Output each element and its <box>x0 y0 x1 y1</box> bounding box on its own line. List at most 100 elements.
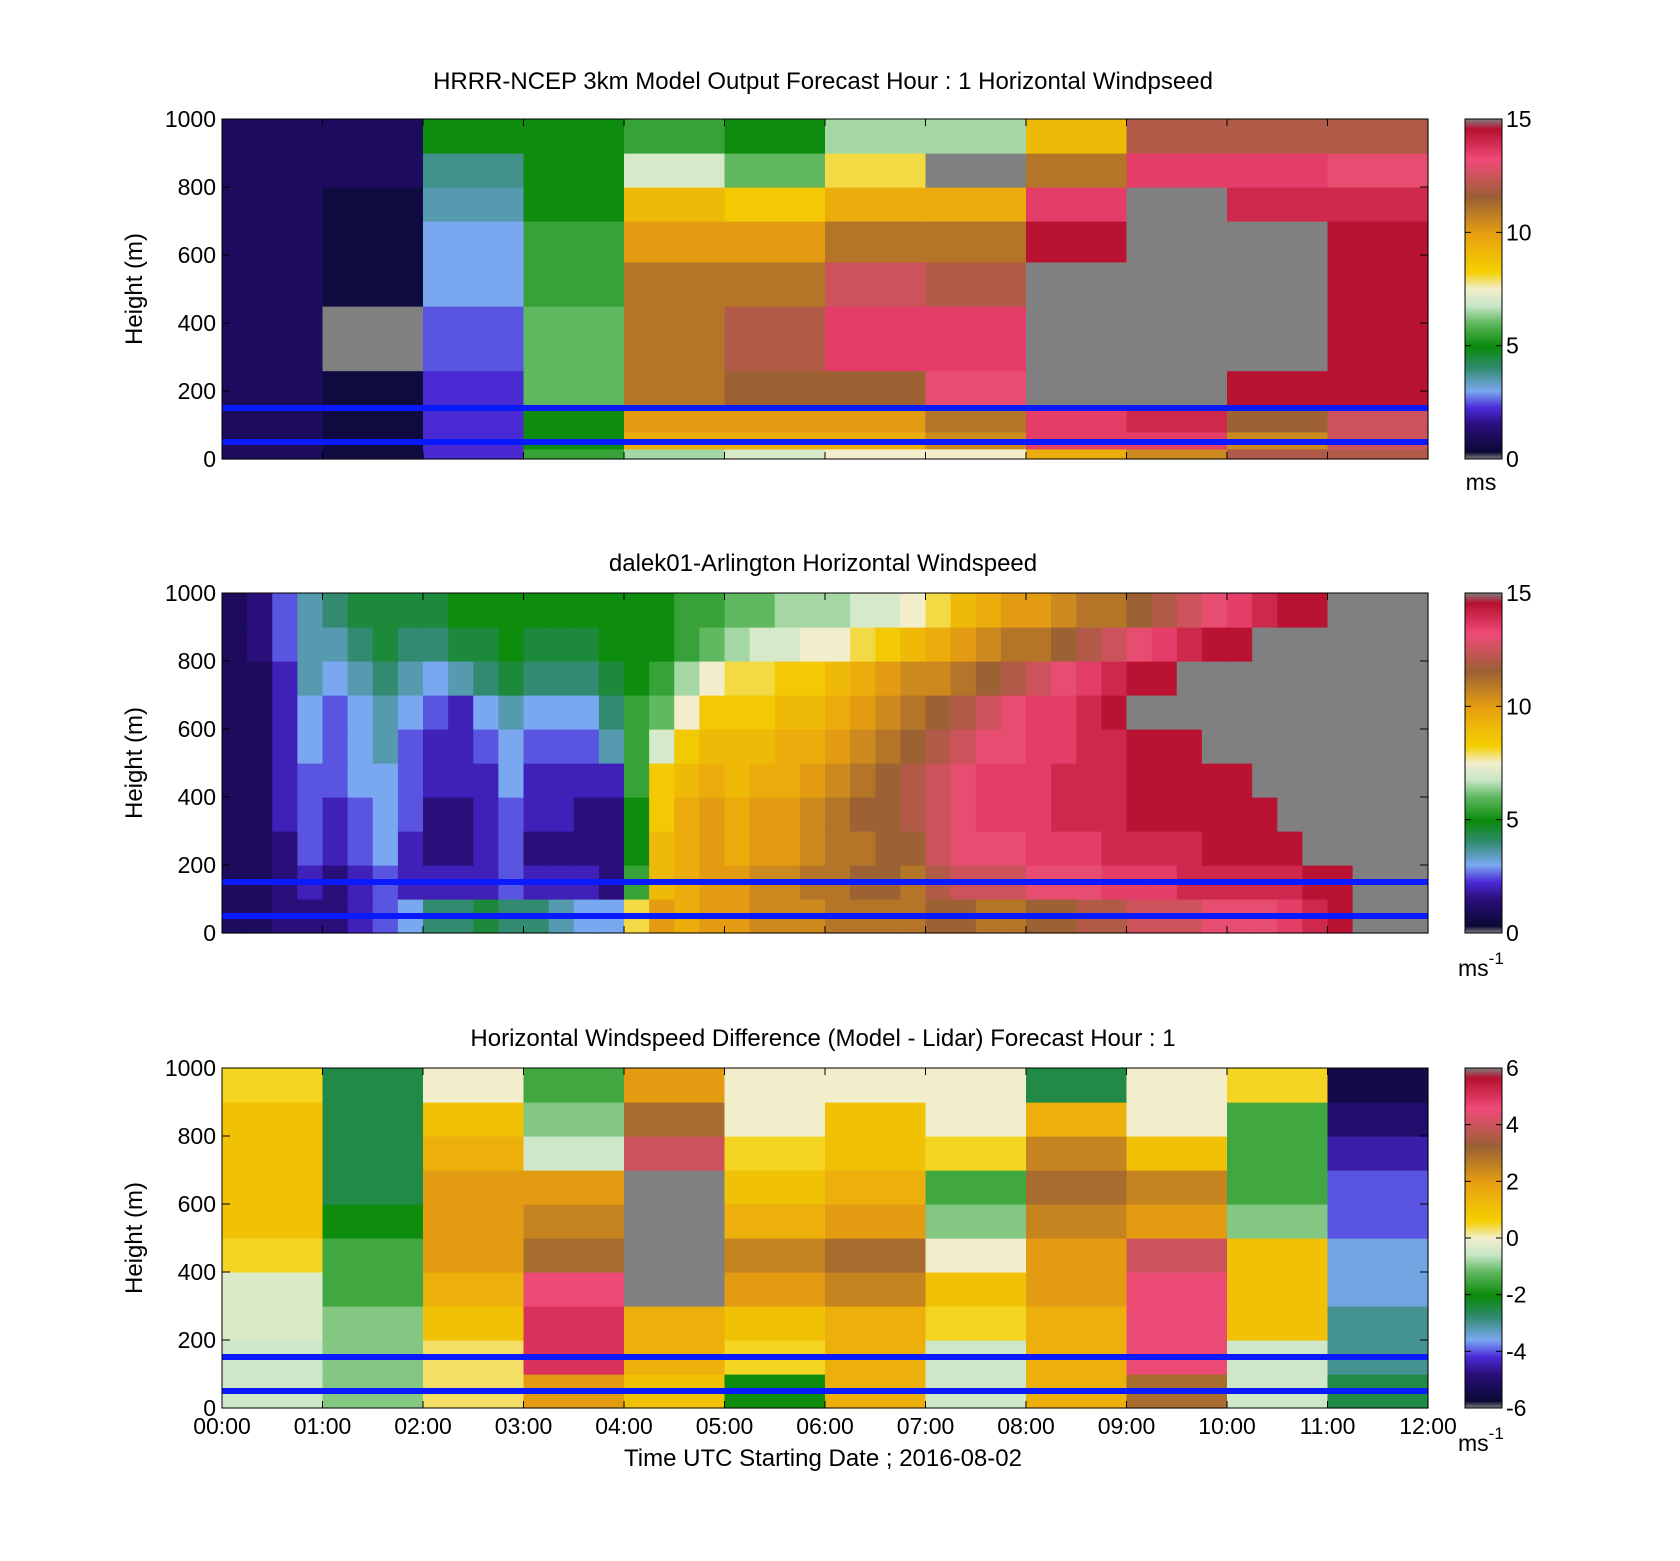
heatmap-cell <box>624 1136 726 1171</box>
heatmap-cell <box>347 593 374 628</box>
y-tick-label: 400 <box>178 1259 216 1285</box>
heatmap-cell <box>724 1102 826 1137</box>
heatmap-cell <box>322 1204 424 1239</box>
heatmap-cell <box>724 306 826 372</box>
colorbar-tick-label: 10 <box>1506 693 1532 719</box>
heatmap-cell <box>272 797 298 832</box>
heatmap-cell <box>1252 661 1278 696</box>
heatmap-cell <box>247 627 273 662</box>
heatmap-cell <box>674 661 700 696</box>
heatmap-cell <box>598 695 625 730</box>
heatmap-cell <box>925 1136 1027 1171</box>
heatmap-cell <box>222 797 248 832</box>
panel-model: HRRR-NCEP 3km Model Output Forecast Hour… <box>121 68 1532 495</box>
time-tick-label: 00:00 <box>193 1413 251 1439</box>
heatmap-cell <box>297 763 324 798</box>
heatmap-cell <box>724 370 826 409</box>
heatmap-cell <box>448 831 474 866</box>
heatmap-cell <box>724 627 751 662</box>
heatmap-cell <box>473 797 499 832</box>
heatmap-cell <box>1277 593 1303 628</box>
heatmap-cell <box>674 831 700 866</box>
heatmap-cell <box>749 661 776 696</box>
heatmap-cell <box>573 831 600 866</box>
heatmap-cell <box>222 370 324 409</box>
heatmap-cell <box>1402 797 1429 832</box>
heatmap-cell <box>649 763 675 798</box>
heatmap-cell <box>825 661 851 696</box>
heatmap-cell <box>1327 797 1354 832</box>
heatmap-cell <box>473 593 499 628</box>
heatmap-cell <box>523 1306 625 1341</box>
heatmap-cell <box>674 797 700 832</box>
heatmap-cell <box>925 627 952 662</box>
heatmap-cell <box>1126 1238 1228 1273</box>
heatmap-cell <box>749 729 776 764</box>
model-colorbar <box>1464 118 1503 460</box>
model-heatmap-cells <box>222 119 1429 460</box>
heatmap-cell <box>724 729 751 764</box>
heatmap-cell <box>498 763 525 798</box>
heatmap-cell <box>925 221 1027 263</box>
heatmap-cell <box>1277 661 1303 696</box>
heatmap-cell <box>925 1238 1027 1273</box>
y-tick-label: 1000 <box>165 1055 216 1081</box>
heatmap-cell <box>724 119 826 154</box>
heatmap-cell <box>247 661 273 696</box>
heatmap-cell <box>1227 221 1329 263</box>
time-tick-label: 07:00 <box>897 1413 955 1439</box>
heatmap-cell <box>1327 306 1429 372</box>
heatmap-cell <box>1252 831 1278 866</box>
heatmap-cell <box>1126 627 1153 662</box>
heatmap-cell <box>523 1272 625 1307</box>
heatmap-cell <box>1151 797 1178 832</box>
heatmap-cell <box>724 1238 826 1273</box>
heatmap-cell <box>448 763 474 798</box>
heatmap-cell <box>1026 1102 1128 1137</box>
heatmap-cell <box>1026 1238 1128 1273</box>
heatmap-cell <box>423 448 525 460</box>
lidar-x-ticks <box>221 593 1429 933</box>
time-tick-labels: 00:00 01:00 02:00 03:00 04:00 05:00 06:00 07:00… <box>193 1413 1457 1439</box>
heatmap-cell <box>598 831 625 866</box>
heatmap-cell <box>222 261 324 307</box>
heatmap-cell <box>423 1238 525 1273</box>
heatmap-cell <box>1000 797 1027 832</box>
heatmap-cell <box>247 797 273 832</box>
difference-x-ticks <box>221 1068 1429 1408</box>
y-tick-label: 400 <box>178 310 216 336</box>
heatmap-cell <box>1126 153 1228 188</box>
heatmap-cell <box>523 1204 625 1239</box>
heatmap-cell <box>1252 695 1278 730</box>
heatmap-cell <box>624 1272 726 1307</box>
heatmap-cell <box>799 729 826 764</box>
heatmap-cell <box>925 1306 1027 1341</box>
heatmap-cell <box>473 831 499 866</box>
heatmap-cell <box>1101 763 1128 798</box>
heatmap-cell <box>749 695 776 730</box>
heatmap-cell <box>1101 797 1128 832</box>
heatmap-cell <box>1201 797 1228 832</box>
heatmap-cell <box>1051 831 1077 866</box>
heatmap-cell <box>1026 1136 1128 1171</box>
heatmap-cell <box>222 1068 324 1103</box>
heatmap-cell <box>624 593 650 628</box>
model-colorbar-unit: ms <box>1466 469 1497 495</box>
heatmap-cell <box>674 627 700 662</box>
time-tick-label: 02:00 <box>394 1413 452 1439</box>
heatmap-cell <box>925 408 1027 433</box>
heatmap-cell <box>1227 187 1329 222</box>
lidar-y-label: Height (m) <box>121 707 148 819</box>
heatmap-cell <box>699 763 726 798</box>
heatmap-cell <box>1227 1170 1329 1205</box>
heatmap-cell <box>222 593 248 628</box>
heatmap-cell <box>222 306 324 372</box>
heatmap-cell <box>1126 187 1228 222</box>
heatmap-cell <box>825 187 927 222</box>
heatmap-cell <box>1000 661 1027 696</box>
y-tick-label: 1000 <box>165 106 216 132</box>
heatmap-cell <box>749 627 776 662</box>
heatmap-cell <box>749 593 776 628</box>
heatmap-cell <box>825 1238 927 1273</box>
heatmap-cell <box>222 763 248 798</box>
